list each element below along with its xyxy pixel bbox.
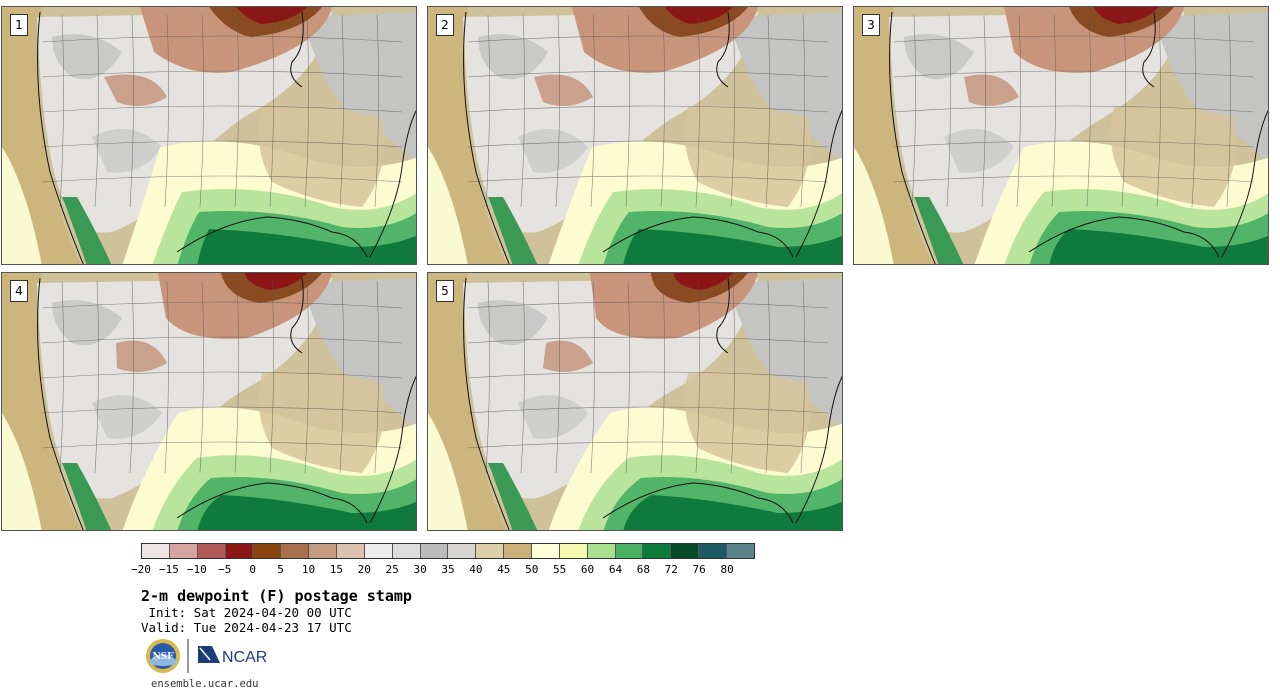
website-url: ensemble.ucar.edu <box>151 678 259 690</box>
colorbar-swatch <box>392 544 421 558</box>
colorbar-swatch <box>337 544 365 558</box>
colorbar-tick: 50 <box>525 563 539 576</box>
colorbar-tick: 60 <box>580 563 595 576</box>
ensemble-member-map-4: 4 <box>1 272 417 531</box>
colorbar-tick: 35 <box>441 563 455 576</box>
colorbar-swatch <box>225 544 254 558</box>
colorbar-swatch <box>309 544 338 558</box>
colorbar-swatch <box>142 544 170 558</box>
colorbar-swatch <box>727 544 754 558</box>
colorbar-tick: 45 <box>497 563 511 576</box>
ensemble-member-map-2: 2 <box>427 6 843 265</box>
member-number-label: 3 <box>862 14 880 36</box>
colorbar-swatch <box>643 544 672 558</box>
svg-text:NSF: NSF <box>152 652 174 662</box>
colorbar-swatch <box>587 544 616 558</box>
dewpoint-map <box>428 273 842 530</box>
colorbar-tick: 72 <box>664 563 678 576</box>
init-time: Init: Sat 2024-04-20 00 UTC <box>141 605 352 620</box>
colorbar-swatch <box>420 544 449 558</box>
colorbar-swatch <box>281 544 310 558</box>
colorbar-tick: 25 <box>385 563 399 576</box>
dewpoint-colorbar <box>141 543 755 559</box>
colorbar-tick: 10 <box>301 563 316 576</box>
dewpoint-map <box>854 7 1268 264</box>
svg-text:NCAR: NCAR <box>222 649 267 666</box>
colorbar-tick: 55 <box>553 563 567 576</box>
colorbar-tick: 20 <box>357 563 371 576</box>
colorbar-tick: 0 <box>249 563 256 576</box>
colorbar-swatch <box>253 544 282 558</box>
ensemble-member-map-5: 5 <box>427 272 843 531</box>
colorbar-swatch <box>559 544 588 558</box>
colorbar-swatch <box>532 544 560 558</box>
colorbar-tick: 80 <box>720 563 734 576</box>
colorbar-swatch <box>699 544 728 558</box>
colorbar-tick: −5 <box>218 563 232 576</box>
colorbar-tick: 30 <box>413 563 427 576</box>
colorbar-swatch <box>476 544 505 558</box>
ensemble-member-map-1: 1 <box>1 6 417 265</box>
dewpoint-map <box>428 7 842 264</box>
ensemble-member-map-3: 3 <box>853 6 1269 265</box>
plot-title: 2-m dewpoint (F) postage stamp <box>141 587 412 605</box>
sponsor-logos: NSF NCAR <box>145 638 275 674</box>
colorbar-tick: 68 <box>636 563 650 576</box>
colorbar-tick: −10 <box>186 563 207 576</box>
valid-time: Valid: Tue 2024-04-23 17 UTC <box>141 620 352 635</box>
member-number-label: 5 <box>436 280 454 302</box>
colorbar-tick: −15 <box>158 563 179 576</box>
nsf-logo-icon: NSF <box>146 639 180 673</box>
colorbar-swatch <box>364 544 393 558</box>
colorbar-tick: 76 <box>692 563 706 576</box>
colorbar-tick: 15 <box>329 563 343 576</box>
colorbar-tick: 5 <box>277 563 284 576</box>
colorbar-tick: 40 <box>469 563 483 576</box>
member-number-label: 1 <box>10 14 28 36</box>
member-number-label: 2 <box>436 14 454 36</box>
ncar-logo-icon: NCAR <box>198 646 267 666</box>
dewpoint-map <box>2 273 416 530</box>
colorbar-swatch <box>671 544 700 558</box>
member-number-label: 4 <box>10 280 28 302</box>
colorbar-tick: 64 <box>608 563 623 576</box>
colorbar-swatch <box>169 544 198 558</box>
colorbar-swatch <box>615 544 644 558</box>
colorbar-swatch <box>504 544 533 558</box>
colorbar-swatch <box>448 544 477 558</box>
colorbar-swatch <box>197 544 226 558</box>
colorbar-tick-labels: −20 −15 −10 −5 0 5 10 15 20 25 30 35 40 45 50 55 60 64 68 7… <box>131 563 755 577</box>
colorbar-tick: −20 <box>131 563 151 576</box>
dewpoint-map <box>2 7 416 264</box>
